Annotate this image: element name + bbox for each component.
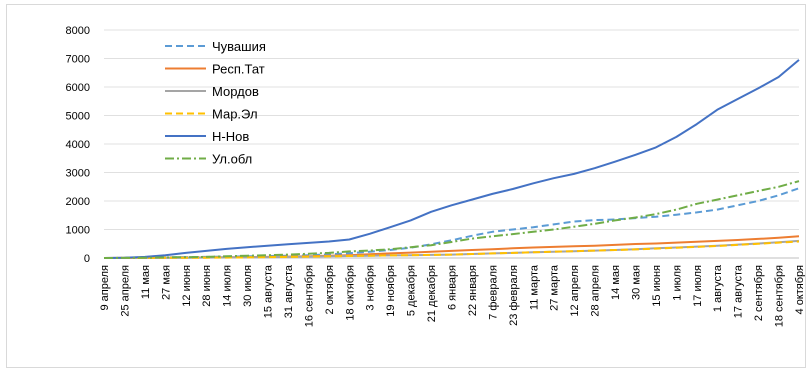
legend-label: Мар.Эл [212, 107, 258, 122]
x-tick-label: 1 августа [712, 264, 724, 312]
x-tick-label: 5 декабря [406, 265, 418, 316]
x-tick-label: 18 октября [344, 265, 356, 321]
y-tick-label: 3000 [66, 168, 90, 180]
legend-label: Ул.обл [212, 152, 252, 167]
x-tick-label: 30 мая [630, 265, 642, 300]
x-tick-label: 12 июня [181, 265, 193, 307]
x-tick-label: 31 августа [283, 264, 295, 318]
legend: Чувашия Респ.Тат Мордов Мар.Эл Н-Нов Ул.обл [165, 39, 266, 167]
y-tick-label: 2000 [66, 196, 90, 208]
x-tick-label: 11 марта [528, 264, 540, 310]
y-tick-label: 7000 [66, 54, 90, 66]
y-tick-label: 5000 [66, 111, 90, 123]
x-tick-label: 21 декабря [426, 265, 438, 322]
grid-lines [104, 29, 799, 259]
x-tick-label: 15 августа [263, 264, 275, 318]
x-tick-label: 6 января [447, 265, 459, 310]
x-tick-label: 3 ноября [365, 265, 377, 311]
legend-label: Н-Нов [212, 129, 249, 144]
x-tick-label: 11 мая [140, 265, 152, 299]
line-chart: 0 1000 2000 3000 4000 5000 6000 7000 8000 9 апре… [66, 25, 805, 327]
x-tick-labels: 9 апреля 25 апреля 11 мая 27 мая 12 июня 28 и… [99, 264, 805, 327]
x-tick-label: 14 мая [610, 265, 622, 300]
x-tick-label: 4 октября [794, 265, 805, 315]
x-tick-label: 19 ноября [385, 265, 397, 317]
x-tick-label: 15 июня [651, 265, 663, 307]
x-tick-label: 7 февраля [487, 265, 499, 320]
y-tick-label: 6000 [66, 82, 90, 94]
series-line-5 [103, 180, 800, 259]
x-tick-label: 25 апреля [119, 265, 131, 317]
series-line-4 [103, 59, 800, 259]
chart-frame: 0 1000 2000 3000 4000 5000 6000 7000 8000 9 апре… [6, 4, 806, 368]
x-tick-label: 1 июля [671, 265, 683, 301]
y-tick-labels: 0 1000 2000 3000 4000 5000 6000 7000 8000 [66, 25, 90, 265]
y-tick-label: 8000 [66, 25, 90, 37]
x-tick-label: 12 апреля [569, 265, 581, 317]
x-tick-label: 14 июля [222, 265, 234, 307]
x-tick-label: 27 мая [160, 265, 172, 300]
x-tick-label: 30 июля [242, 265, 254, 307]
x-tick-label: 28 апреля [590, 265, 602, 317]
x-tick-label: 22 января [467, 265, 479, 316]
y-tick-label: 4000 [66, 139, 90, 151]
x-tick-label: 17 августа [733, 264, 745, 318]
x-tick-label: 18 сентября [774, 265, 786, 327]
x-tick-label: 17 июля [692, 265, 704, 307]
legend-label: Чувашия [212, 39, 266, 54]
x-tick-label: 9 апреля [99, 265, 111, 311]
x-tick-label: 27 марта [549, 264, 561, 311]
series-lines [103, 59, 800, 259]
y-tick-label: 0 [84, 253, 90, 265]
legend-label: Мордов [212, 84, 259, 99]
x-tick-label: 23 февраля [508, 265, 520, 326]
x-tick-label: 28 июня [201, 265, 213, 307]
x-tick-label: 2 октября [324, 265, 336, 315]
y-tick-label: 1000 [66, 225, 90, 237]
x-tick-label: 16 сентября [303, 265, 315, 327]
x-tick-label: 2 сентября [753, 265, 765, 321]
series-line-3 [103, 240, 800, 259]
legend-label: Респ.Тат [212, 62, 265, 77]
